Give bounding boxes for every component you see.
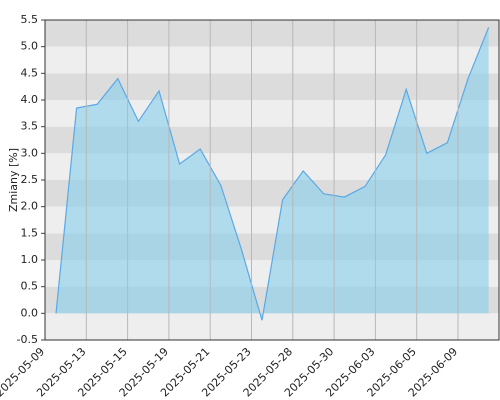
y-tick-label: 5.5 bbox=[21, 13, 39, 26]
plot-border bbox=[44, 19, 500, 341]
y-tick-label: 4.5 bbox=[21, 66, 39, 79]
y-tick-label: 1.5 bbox=[21, 226, 39, 239]
band bbox=[45, 46, 499, 74]
y-tick-label: 3.0 bbox=[21, 146, 39, 159]
y-axis-label: Zmiany [%] bbox=[7, 148, 20, 212]
band bbox=[45, 20, 499, 47]
y-tick-label: 3.5 bbox=[21, 120, 39, 133]
y-tick-label: 5.0 bbox=[21, 40, 39, 53]
y-tick-label: 2.5 bbox=[21, 173, 39, 186]
band bbox=[45, 313, 499, 340]
y-tick-label: 2.0 bbox=[21, 200, 39, 213]
y-tick-label: 1.0 bbox=[21, 253, 39, 266]
y-tick-label: 0.0 bbox=[21, 306, 39, 319]
area bbox=[56, 27, 489, 321]
y-tick-label: -0.5 bbox=[17, 333, 38, 346]
y-tick-label: 4.0 bbox=[21, 93, 39, 106]
y-tick-label: 0.5 bbox=[21, 280, 39, 293]
